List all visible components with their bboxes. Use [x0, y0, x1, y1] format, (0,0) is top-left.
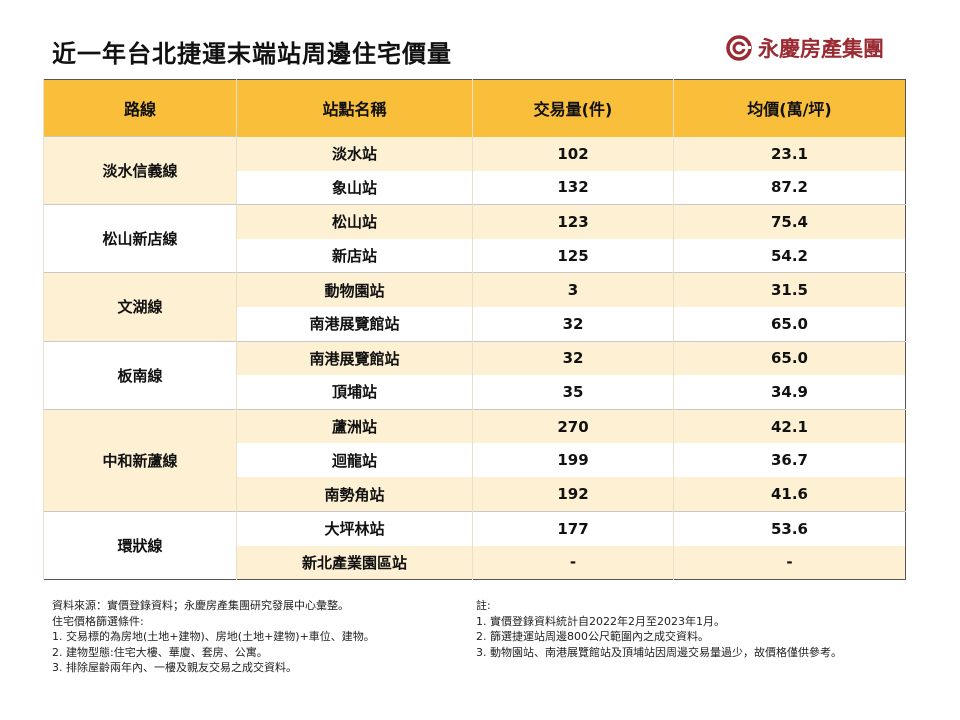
- price-cell: 65.0: [673, 340, 906, 376]
- table-row: 頂埔站 35 34.9: [44, 375, 906, 410]
- price-cell: 75.4: [673, 204, 906, 239]
- station-cell: 蘆洲站: [236, 408, 473, 444]
- volume-cell: 3: [472, 272, 674, 307]
- station-cell: 象山站: [236, 170, 473, 205]
- column-header: 交易量(件): [472, 79, 674, 137]
- station-cell: 南勢角站: [236, 477, 473, 512]
- volume-cell: 125: [472, 238, 674, 273]
- line-name-cell: 淡水信義線: [43, 135, 237, 205]
- table-row: 中和新蘆線 蘆洲站 270 42.1: [43, 408, 906, 512]
- note-line: 2. 建物型態:住宅大樓、華廈、套房、公寓。: [52, 645, 268, 659]
- volume-cell: 270: [472, 408, 674, 444]
- table-row: 象山站 132 87.2: [44, 170, 906, 205]
- note-line: 3. 排除屋齡兩年內、一樓及親友交易之成交資料。: [52, 661, 297, 674]
- volume-cell: 32: [472, 306, 674, 342]
- table-header: 路線 站點名稱 交易量(件) 均價(萬/坪): [43, 79, 906, 137]
- table-row: 南勢角站 192 41.6: [44, 477, 906, 512]
- note-line: 2. 篩選捷運站周邊800公尺範圍內之成交資料。: [476, 630, 709, 643]
- station-cell: 淡水站: [236, 136, 473, 171]
- price-cell: -: [673, 545, 906, 580]
- station-cell: 動物園站: [236, 272, 473, 307]
- note-line: 資料來源：實價登錄資料；永慶房產集團研究發展中心彙整。: [52, 599, 349, 612]
- note-line: 1. 實價登錄資料統計自2022年2月至2023年1月。: [476, 614, 725, 628]
- brand-logo: 永慶房產集團: [726, 33, 884, 63]
- remarks-notes: 註: 1. 實價登錄資料統計自2022年2月至2023年1月。 2. 篩選捷運站周邊…: [476, 598, 842, 660]
- volume-cell: 177: [472, 511, 674, 546]
- column-header: 路線: [43, 79, 237, 137]
- logo-text: 永慶房產集團: [758, 37, 884, 61]
- volume-cell: 123: [472, 204, 674, 239]
- table-row: 淡水信義線 淡水站 102 23.1: [43, 135, 906, 205]
- price-cell: 41.6: [673, 477, 906, 512]
- price-cell: 87.2: [673, 170, 906, 205]
- volume-cell: 199: [472, 443, 674, 478]
- column-header: 站點名稱: [236, 79, 473, 137]
- volume-cell: 35: [472, 375, 674, 410]
- line-name-cell: 板南線: [43, 340, 237, 410]
- price-cell: 53.6: [673, 511, 906, 546]
- volume-cell: 102: [472, 136, 674, 171]
- note-line: 3. 動物園站、南港展覽館站及頂埔站因周邊交易量過少，故價格僅供參考。: [476, 645, 842, 659]
- note-line: 1. 交易標的為房地(土地+建物)、房地(土地+建物)+車位、建物。: [52, 630, 375, 643]
- price-volume-table: 路線 站點名稱 交易量(件) 均價(萬/坪) 淡水信義線 淡水站 102 23.1 象山站 13…: [43, 79, 906, 581]
- price-cell: 36.7: [673, 443, 906, 478]
- station-cell: 迴龍站: [236, 443, 473, 478]
- table-row: 板南線 南港展覽館站 32 65.0: [43, 340, 906, 410]
- volume-cell: 32: [472, 340, 674, 376]
- table-row: 新店站 125 54.2: [44, 238, 906, 273]
- station-cell: 南港展覽館站: [236, 306, 473, 342]
- price-cell: 31.5: [673, 272, 906, 307]
- table-row: 環狀線 大坪林站 177 53.6: [43, 511, 906, 580]
- volume-cell: 132: [472, 170, 674, 205]
- line-name-cell: 中和新蘆線: [43, 408, 237, 512]
- column-header: 均價(萬/坪): [673, 79, 906, 137]
- line-name-cell: 文湖線: [43, 272, 237, 342]
- station-cell: 頂埔站: [236, 375, 473, 410]
- station-cell: 松山站: [236, 204, 473, 239]
- volume-cell: -: [472, 545, 674, 580]
- price-cell: 42.1: [673, 408, 906, 444]
- line-name-cell: 環狀線: [43, 511, 237, 580]
- source-notes: 資料來源：實價登錄資料；永慶房產集團研究發展中心彙整。 住宅價格篩選條件: 1. 交…: [52, 598, 375, 676]
- table-row: 南港展覽館站 32 65.0: [44, 306, 906, 342]
- note-line: 註:: [476, 599, 491, 612]
- table-row: 迴龍站 199 36.7: [44, 443, 906, 478]
- station-cell: 南港展覽館站: [236, 340, 473, 376]
- line-name-cell: 松山新店線: [43, 204, 237, 273]
- price-cell: 65.0: [673, 306, 906, 342]
- station-cell: 大坪林站: [236, 511, 473, 546]
- table-row: 松山新店線 松山站 123 75.4: [43, 204, 906, 273]
- station-cell: 新北產業園區站: [236, 545, 473, 580]
- price-cell: 54.2: [673, 238, 906, 273]
- volume-cell: 192: [472, 477, 674, 512]
- table-row: 新北產業園區站 - -: [44, 545, 906, 580]
- note-line: 住宅價格篩選條件:: [52, 614, 144, 628]
- price-cell: 34.9: [673, 375, 906, 410]
- table-row: 文湖線 動物園站 3 31.5: [43, 272, 906, 342]
- station-cell: 新店站: [236, 238, 473, 273]
- page-title: 近一年台北捷運末端站周邊住宅價量: [52, 40, 452, 68]
- logo-swirl-icon: [726, 35, 752, 61]
- price-cell: 23.1: [673, 136, 906, 171]
